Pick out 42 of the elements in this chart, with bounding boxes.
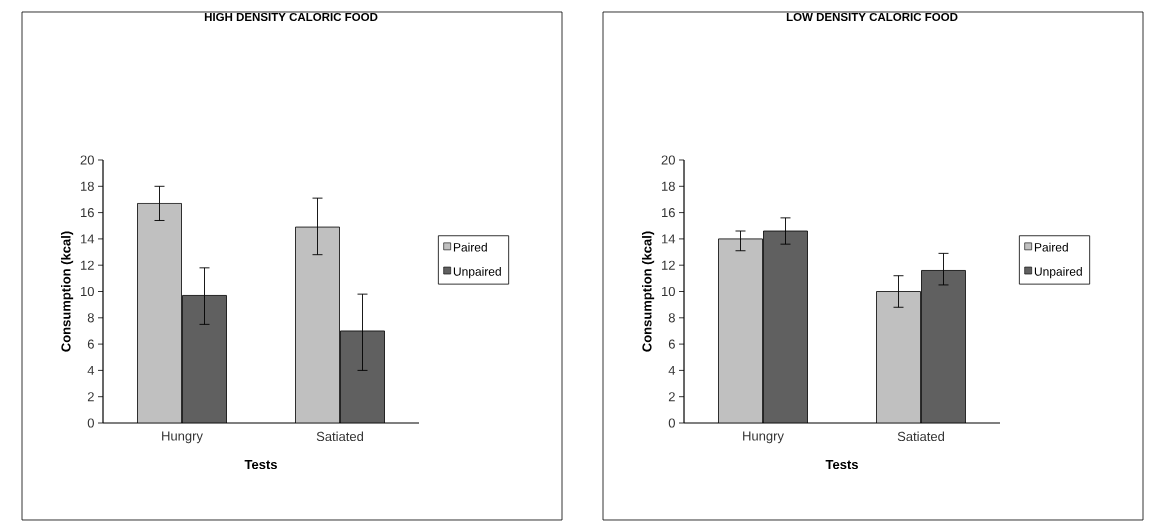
y-tick-label: 6 [87, 339, 94, 349]
chart-title: HIGH DENSITY CALORIC FOOD [204, 12, 378, 22]
y-tick-label: 4 [87, 365, 95, 375]
y-tick-label: 10 [662, 286, 675, 297]
y-axis-title: Consumption (kcal) [642, 231, 655, 352]
bar [921, 270, 966, 423]
y-tick-label: 10 [81, 286, 94, 297]
bar [340, 330, 385, 423]
y-axis-title: Consumption (kcal) [61, 231, 74, 352]
y-tick-label: 0 [87, 418, 94, 428]
y-tick-label: 4 [668, 365, 676, 375]
y-tick-label: 2 [668, 392, 675, 402]
y-tick-label: 14 [662, 234, 676, 244]
bar [876, 291, 921, 423]
y-tick-label: 18 [81, 181, 94, 191]
y-tick-label: 6 [668, 339, 675, 349]
y-tick-label: 2 [87, 392, 94, 402]
y-tick-label: 18 [662, 181, 675, 191]
x-tick-label: Satiated [897, 431, 945, 442]
y-tick-label: 16 [662, 208, 675, 218]
y-tick-label: 16 [81, 208, 94, 218]
y-tick-label: 8 [87, 313, 94, 323]
x-axis-title: Tests [825, 460, 858, 470]
legend-label: Unpaired [1034, 266, 1082, 279]
x-tick-label: Satiated [316, 431, 364, 442]
legend-label: Unpaired [453, 266, 501, 279]
y-tick-label: 8 [668, 313, 675, 323]
y-tick-label: 0 [668, 418, 675, 428]
bar [718, 238, 763, 423]
y-tick-label: 12 [81, 260, 94, 270]
chart-title: LOW DENSITY CALORIC FOOD [786, 12, 958, 22]
y-tick-label: 14 [81, 234, 95, 244]
x-tick-label: Hungry [162, 431, 203, 444]
y-tick-label: 12 [662, 260, 675, 270]
legend-label: Paired [1034, 242, 1068, 252]
legend-label: Paired [453, 242, 487, 252]
y-tick-label: 20 [80, 155, 94, 165]
bar [182, 295, 227, 423]
x-axis-title: Tests [244, 460, 277, 470]
y-tick-label: 20 [661, 155, 675, 165]
bar [763, 231, 808, 423]
x-tick-label: Hungry [743, 431, 784, 444]
